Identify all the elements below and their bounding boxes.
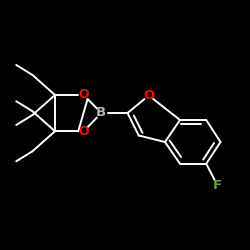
Text: O: O xyxy=(143,89,154,102)
Text: F: F xyxy=(213,179,222,192)
Text: O: O xyxy=(78,88,89,102)
Text: B: B xyxy=(96,106,106,120)
Text: O: O xyxy=(78,125,89,138)
